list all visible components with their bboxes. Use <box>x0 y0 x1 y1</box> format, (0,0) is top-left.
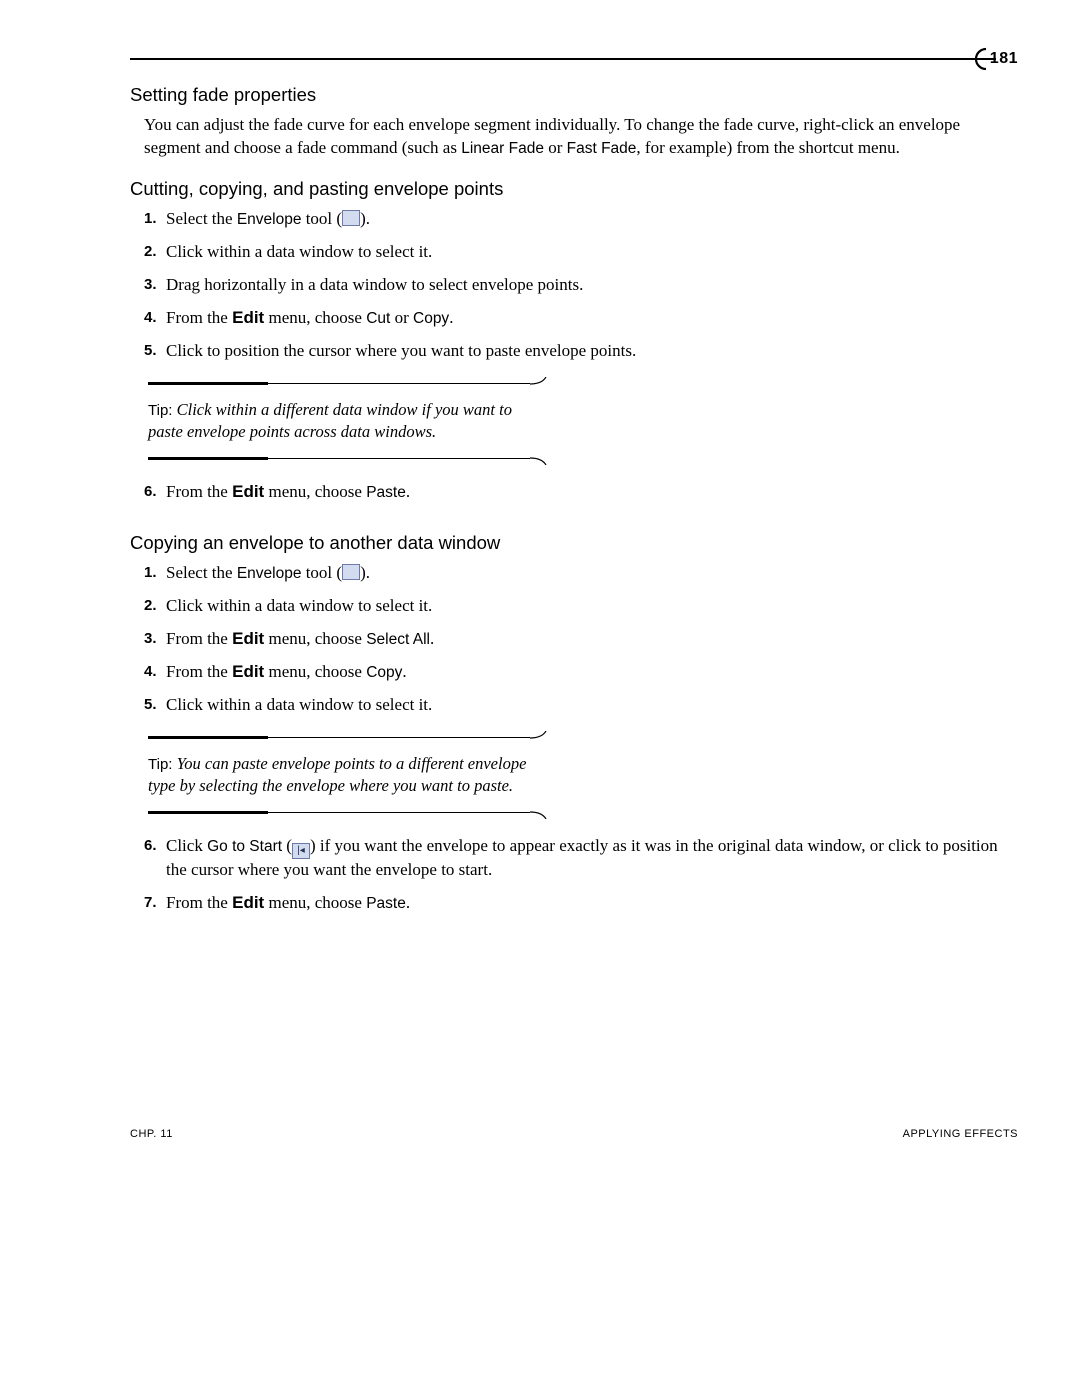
step-number: 6. <box>144 835 162 856</box>
cutcopy-list-cont: 6. From the Edit menu, choose Paste. <box>144 481 1018 504</box>
ui-select-all: Select All <box>366 631 430 648</box>
ui-paste: Paste <box>366 484 406 501</box>
list-item: 2. Click within a data window to select … <box>144 241 1018 264</box>
step-number: 3. <box>144 274 162 295</box>
step-number: 7. <box>144 892 162 913</box>
step-number: 1. <box>144 208 162 229</box>
tip-rule-top <box>148 377 548 391</box>
envelope-tool-icon <box>342 564 360 580</box>
step-number: 5. <box>144 340 162 361</box>
tip-rule-top <box>148 731 548 745</box>
ui-cut: Cut <box>366 310 390 327</box>
copyenv-list: 1. Select the Envelope tool (). 2. Click… <box>144 562 1018 717</box>
section-heading-copyenv: Copying an envelope to another data wind… <box>130 532 1018 554</box>
list-item: 4. From the Edit menu, choose Copy. <box>144 661 1018 684</box>
step-text: Drag horizontally in a data window to se… <box>166 274 1018 297</box>
list-item: 5. Click to position the cursor where yo… <box>144 340 1018 363</box>
footer-right: APPLYING EFFECTS <box>903 1128 1018 1140</box>
list-item: 6. Click Go to Start (|◂) if you want th… <box>144 835 1018 882</box>
tip-rule-bottom <box>148 451 548 465</box>
tip-curl-icon <box>530 451 548 465</box>
step-text: From the Edit menu, choose Paste. <box>166 892 1018 915</box>
ui-copy: Copy <box>366 664 402 681</box>
envelope-tool-icon <box>342 210 360 226</box>
step-text: Select the Envelope tool (). <box>166 562 1018 585</box>
fade-body-post: , for example) from the shortcut menu. <box>636 138 899 157</box>
list-item: 2. Click within a data window to select … <box>144 595 1018 618</box>
step-text: Click within a data window to select it. <box>166 694 1018 717</box>
step-text: From the Edit menu, choose Select All. <box>166 628 1018 651</box>
step-number: 6. <box>144 481 162 502</box>
fade-body: You can adjust the fade curve for each e… <box>144 114 1018 160</box>
footer-left: CHP. 11 <box>130 1128 173 1140</box>
ui-envelope: Envelope <box>237 565 302 582</box>
fade-or: or <box>544 138 567 157</box>
tip-box: Tip: Click within a different data windo… <box>148 377 548 466</box>
step-text: Click to position the cursor where you w… <box>166 340 1018 363</box>
cutcopy-list: 1. Select the Envelope tool (). 2. Click… <box>144 208 1018 363</box>
step-number: 4. <box>144 661 162 682</box>
tip-curl-icon <box>530 377 548 391</box>
step-number: 1. <box>144 562 162 583</box>
ui-edit-menu: Edit <box>232 629 264 648</box>
ui-linear-fade: Linear Fade <box>461 140 544 157</box>
ui-edit-menu: Edit <box>232 662 264 681</box>
tip-text: Click within a different data window if … <box>148 400 512 441</box>
list-item: 4. From the Edit menu, choose Cut or Cop… <box>144 307 1018 330</box>
list-item: 3. Drag horizontally in a data window to… <box>144 274 1018 297</box>
ui-edit-menu: Edit <box>232 308 264 327</box>
list-item: 3. From the Edit menu, choose Select All… <box>144 628 1018 651</box>
step-number: 4. <box>144 307 162 328</box>
step-text: Click within a data window to select it. <box>166 595 1018 618</box>
ui-edit-menu: Edit <box>232 893 264 912</box>
step-text: Select the Envelope tool (). <box>166 208 1018 231</box>
manual-page: 181 Setting fade properties You can adju… <box>0 0 1080 1397</box>
tip-curl-icon <box>530 731 548 745</box>
ui-copy: Copy <box>413 310 449 327</box>
list-item: 7. From the Edit menu, choose Paste. <box>144 892 1018 915</box>
tip-content: Tip: You can paste envelope points to a … <box>148 745 548 806</box>
ui-envelope: Envelope <box>237 211 302 228</box>
step-text: Click within a data window to select it. <box>166 241 1018 264</box>
tip-box: Tip: You can paste envelope points to a … <box>148 731 548 820</box>
tip-text: You can paste envelope points to a diffe… <box>148 754 526 795</box>
step-number: 3. <box>144 628 162 649</box>
step-text: From the Edit menu, choose Cut or Copy. <box>166 307 1018 330</box>
tip-rule-bottom <box>148 805 548 819</box>
step-text: From the Edit menu, choose Paste. <box>166 481 1018 504</box>
header-rule <box>130 58 996 60</box>
page-content: Setting fade properties You can adjust t… <box>130 84 1018 915</box>
page-number: 181 <box>968 47 1018 71</box>
step-number: 5. <box>144 694 162 715</box>
page-bracket-icon <box>968 47 988 71</box>
tip-content: Tip: Click within a different data windo… <box>148 391 548 452</box>
ui-go-to-start: Go to Start <box>207 838 282 855</box>
tip-curl-icon <box>530 805 548 819</box>
copyenv-list-cont: 6. Click Go to Start (|◂) if you want th… <box>144 835 1018 915</box>
list-item: 5. Click within a data window to select … <box>144 694 1018 717</box>
list-item: 1. Select the Envelope tool (). <box>144 562 1018 585</box>
list-item: 6. From the Edit menu, choose Paste. <box>144 481 1018 504</box>
ui-edit-menu: Edit <box>232 482 264 501</box>
step-number: 2. <box>144 241 162 262</box>
step-number: 2. <box>144 595 162 616</box>
go-to-start-icon: |◂ <box>292 843 310 859</box>
step-text: Click Go to Start (|◂) if you want the e… <box>166 835 1018 882</box>
page-footer: CHP. 11 APPLYING EFFECTS <box>130 1128 1018 1140</box>
list-item: 1. Select the Envelope tool (). <box>144 208 1018 231</box>
section-heading-cutcopy: Cutting, copying, and pasting envelope p… <box>130 178 1018 200</box>
tip-label: Tip: <box>148 402 177 419</box>
section-heading-fade: Setting fade properties <box>130 84 1018 106</box>
page-number-text: 181 <box>990 50 1018 68</box>
ui-fast-fade: Fast Fade <box>567 140 637 157</box>
ui-paste: Paste <box>366 895 406 912</box>
tip-label: Tip: <box>148 756 177 773</box>
step-text: From the Edit menu, choose Copy. <box>166 661 1018 684</box>
